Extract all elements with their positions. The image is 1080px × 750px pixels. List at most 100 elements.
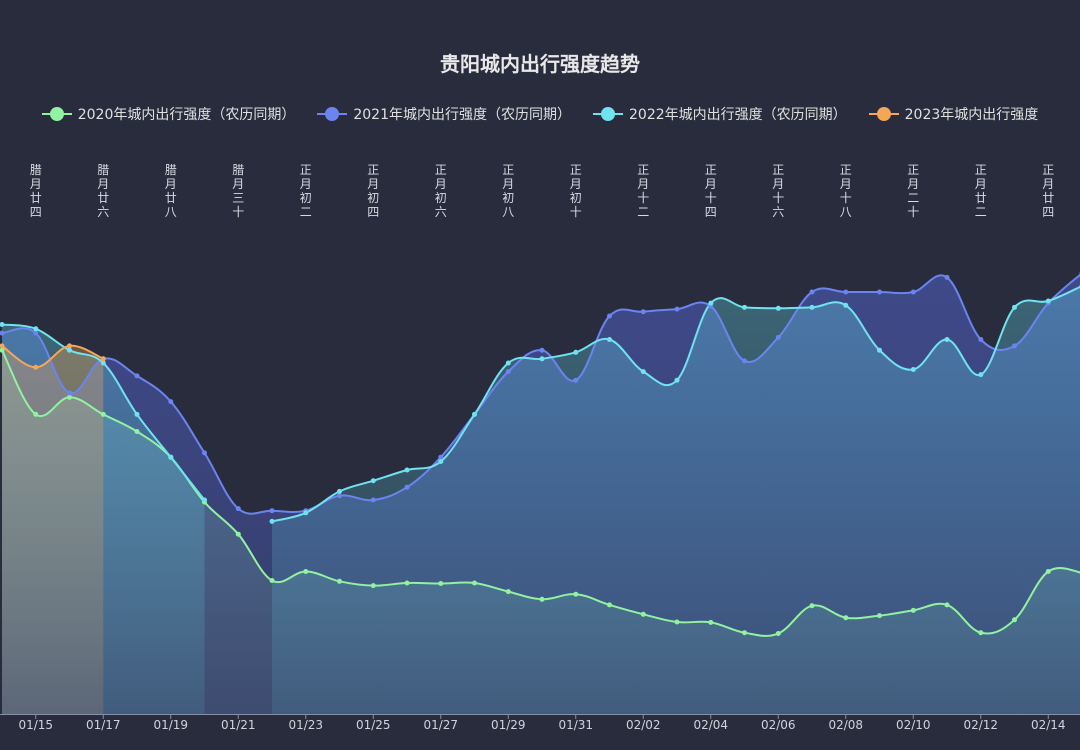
point-2022-02-02[interactable] xyxy=(640,369,646,375)
point-2020-02-09[interactable] xyxy=(877,613,882,619)
point-2022-02-03[interactable] xyxy=(674,377,680,383)
point-2020-02-02[interactable] xyxy=(640,611,646,617)
point-2020-02-03[interactable] xyxy=(674,619,680,625)
point-2021-02-02[interactable] xyxy=(640,309,646,315)
point-2020-01-18[interactable] xyxy=(134,429,140,434)
point-2022-02-05[interactable] xyxy=(742,304,747,310)
point-2020-01-31[interactable] xyxy=(573,591,579,597)
point-2022-02-01[interactable] xyxy=(607,337,612,342)
point-2021-01-19[interactable] xyxy=(168,399,174,405)
point-2020-02-05[interactable] xyxy=(742,630,747,636)
point-2022-01-27[interactable] xyxy=(438,459,444,464)
point-2022-02-11[interactable] xyxy=(944,337,950,342)
lunar-label-7: 正月初八 xyxy=(502,163,514,219)
point-2021-02-03[interactable] xyxy=(674,306,680,312)
point-2021-01-25[interactable] xyxy=(370,497,376,503)
point-2021-02-01[interactable] xyxy=(607,313,612,319)
point-2020-01-23[interactable] xyxy=(303,569,309,574)
legend-marker-2020 xyxy=(41,107,72,121)
point-2023-01-15[interactable] xyxy=(33,364,39,370)
point-2021-02-09[interactable] xyxy=(877,289,882,295)
x-tick-label-01-29: 01/29 xyxy=(491,718,526,732)
point-2020-01-21[interactable] xyxy=(235,531,241,537)
point-2022-02-14[interactable] xyxy=(1045,298,1051,304)
point-2022-01-25[interactable] xyxy=(370,478,376,484)
point-2022-01-16[interactable] xyxy=(67,347,72,353)
point-2021-02-13[interactable] xyxy=(1012,343,1017,349)
point-2022-01-29[interactable] xyxy=(505,360,511,366)
point-2021-01-31[interactable] xyxy=(573,377,579,383)
point-2020-01-22[interactable] xyxy=(269,578,275,583)
point-2020-01-30[interactable] xyxy=(539,596,545,602)
point-2020-01-24[interactable] xyxy=(337,578,342,584)
point-2022-01-19[interactable] xyxy=(168,454,174,460)
point-2022-01-18[interactable] xyxy=(134,411,140,417)
point-2020-02-06[interactable] xyxy=(775,631,781,636)
point-2020-02-01[interactable] xyxy=(607,602,612,608)
point-2022-01-20[interactable] xyxy=(202,497,207,503)
point-2022-01-17[interactable] xyxy=(100,360,106,366)
point-2021-02-11[interactable] xyxy=(944,274,950,280)
point-2021-01-20[interactable] xyxy=(202,450,207,456)
point-2021-01-16[interactable] xyxy=(67,390,72,396)
point-2021-01-18[interactable] xyxy=(134,373,140,379)
point-2022-02-04[interactable] xyxy=(708,300,714,306)
point-2023-01-16[interactable] xyxy=(67,343,72,349)
point-2021-01-29[interactable] xyxy=(505,369,511,375)
point-2022-02-08[interactable] xyxy=(843,302,849,308)
point-2020-02-10[interactable] xyxy=(910,607,916,613)
point-2023-01-14[interactable] xyxy=(0,343,5,349)
point-2022-01-24[interactable] xyxy=(337,488,342,494)
legend-item-2023[interactable]: 2023年城内出行强度 xyxy=(868,104,1038,124)
point-2021-01-27[interactable] xyxy=(438,454,444,460)
point-2021-01-24[interactable] xyxy=(337,493,342,499)
point-2022-02-07[interactable] xyxy=(809,304,815,310)
point-2021-02-05[interactable] xyxy=(742,358,747,364)
point-2022-01-15[interactable] xyxy=(33,326,39,332)
point-2020-02-11[interactable] xyxy=(944,602,950,608)
point-2022-02-09[interactable] xyxy=(877,347,882,353)
point-2021-02-06[interactable] xyxy=(775,334,781,340)
point-2021-02-10[interactable] xyxy=(910,289,916,295)
legend-item-2021[interactable]: 2021年城内出行强度（农历同期） xyxy=(317,104,571,124)
point-2021-02-12[interactable] xyxy=(978,337,984,342)
point-2020-02-12[interactable] xyxy=(978,630,984,636)
point-2020-01-17[interactable] xyxy=(100,411,106,417)
point-2020-01-29[interactable] xyxy=(505,589,511,595)
point-2020-02-04[interactable] xyxy=(708,619,714,625)
point-2022-01-23[interactable] xyxy=(303,510,309,516)
x-tick-label-02-04: 02/04 xyxy=(693,718,728,732)
point-2022-01-26[interactable] xyxy=(404,467,410,473)
point-2022-02-06[interactable] xyxy=(775,305,781,311)
point-2021-01-22[interactable] xyxy=(269,508,275,514)
point-2022-01-31[interactable] xyxy=(573,349,579,355)
point-2020-01-14[interactable] xyxy=(0,347,5,353)
legend-item-2020[interactable]: 2020年城内出行强度（农历同期） xyxy=(41,104,295,124)
point-2020-02-08[interactable] xyxy=(843,615,849,621)
point-2021-01-26[interactable] xyxy=(404,484,410,490)
legend-item-2022[interactable]: 2022年城内出行强度（农历同期） xyxy=(593,104,847,124)
point-2023-01-17[interactable] xyxy=(100,356,106,362)
point-2022-01-30[interactable] xyxy=(539,356,545,362)
point-2020-01-16[interactable] xyxy=(67,394,72,400)
point-2020-02-14[interactable] xyxy=(1045,569,1051,574)
point-2020-01-15[interactable] xyxy=(33,411,39,417)
point-2022-01-28[interactable] xyxy=(472,411,477,417)
point-2022-01-14[interactable] xyxy=(0,322,5,327)
point-2022-02-13[interactable] xyxy=(1012,304,1017,310)
point-2020-01-28[interactable] xyxy=(472,580,477,586)
point-2022-02-10[interactable] xyxy=(910,367,916,372)
point-2022-01-22[interactable] xyxy=(269,518,275,524)
point-2021-01-30[interactable] xyxy=(539,347,545,353)
point-2020-01-25[interactable] xyxy=(370,583,376,589)
point-2020-02-07[interactable] xyxy=(809,603,815,609)
point-2020-02-13[interactable] xyxy=(1012,617,1017,623)
point-2021-01-21[interactable] xyxy=(235,506,241,512)
point-2022-02-12[interactable] xyxy=(978,372,984,378)
point-2021-02-07[interactable] xyxy=(809,289,815,295)
point-2020-01-26[interactable] xyxy=(404,580,410,586)
point-2020-01-27[interactable] xyxy=(438,581,444,586)
point-2021-01-14[interactable] xyxy=(0,330,5,336)
point-2021-02-08[interactable] xyxy=(843,289,849,295)
point-2021-01-15[interactable] xyxy=(33,330,39,336)
